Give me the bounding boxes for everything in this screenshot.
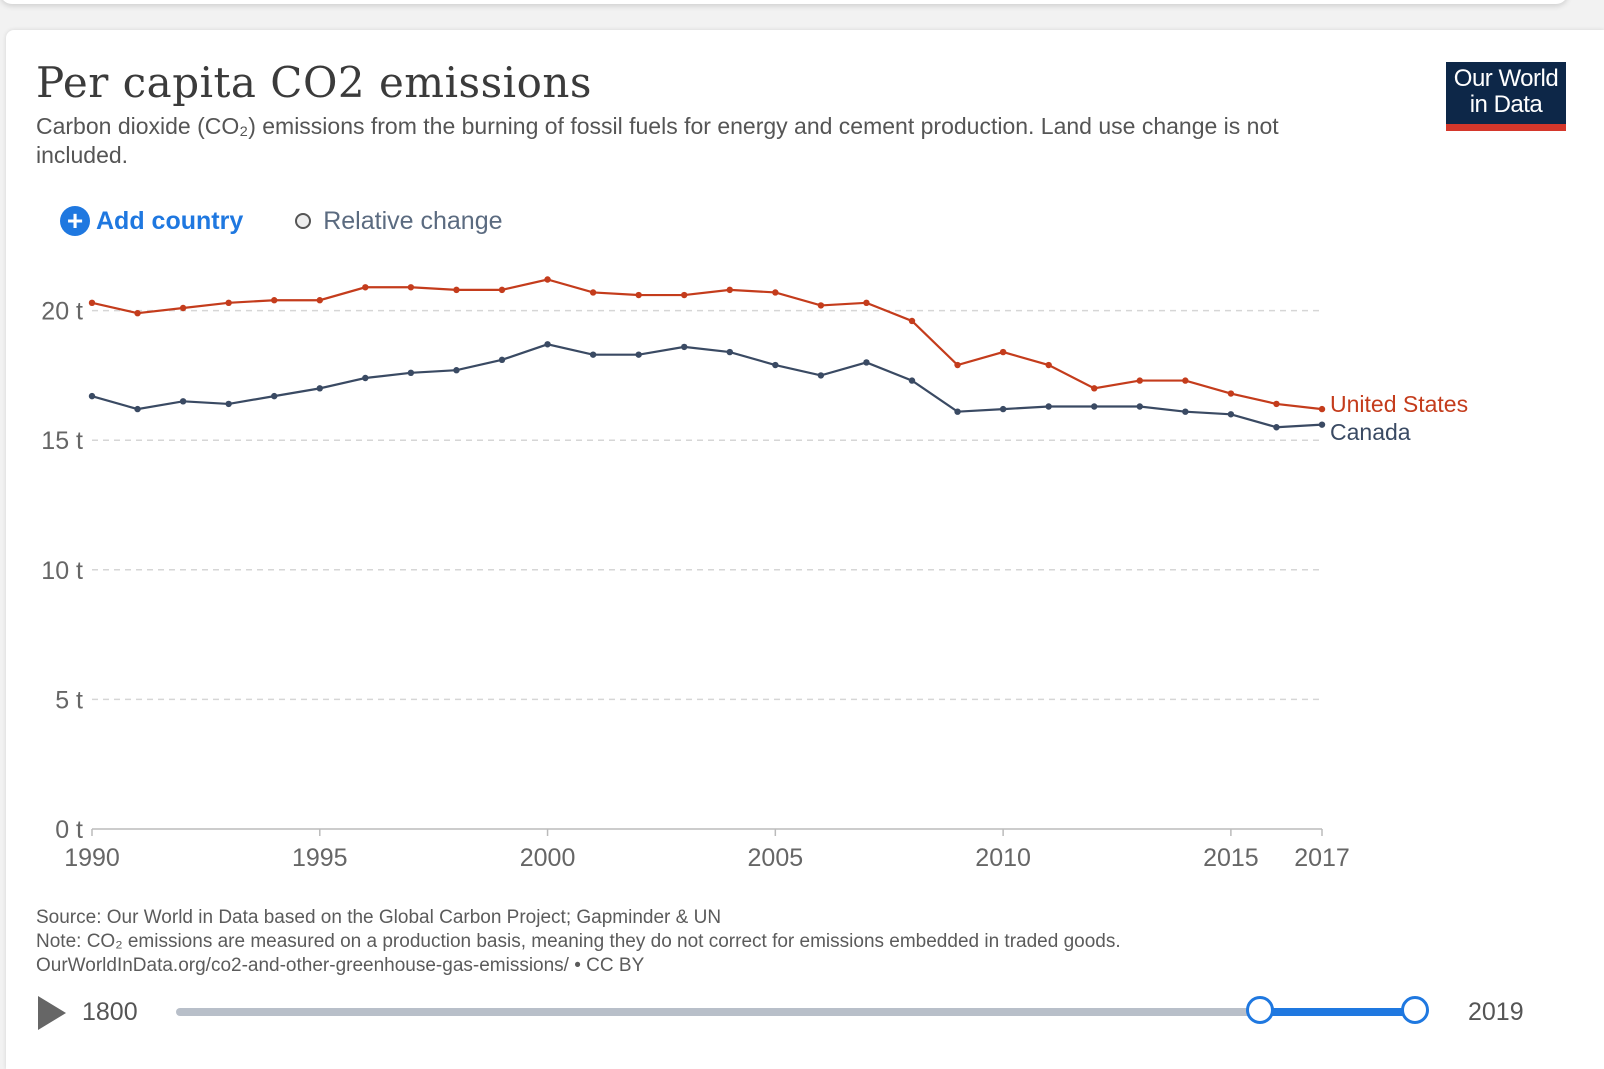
- data-point-canada: [544, 341, 551, 348]
- x-tick-label: 2015: [1203, 844, 1259, 872]
- data-point-united-states: [772, 289, 779, 296]
- x-tick-label: 1990: [64, 844, 120, 872]
- data-point-united-states: [407, 284, 415, 291]
- chart-controls: + Add country Relative change: [60, 204, 503, 238]
- data-point-united-states: [316, 297, 323, 304]
- data-point-united-states: [271, 297, 278, 304]
- data-point-canada: [908, 377, 916, 384]
- license-link[interactable]: OurWorldInData.org/co2-and-other-greenho…: [36, 955, 645, 976]
- x-tick-label: 2010: [975, 844, 1031, 872]
- source-text: Source: Our World in Data based on the G…: [36, 907, 722, 928]
- data-point-canada: [1318, 421, 1326, 428]
- chart-subtitle: Carbon dioxide (CO₂) emissions from the …: [36, 113, 1279, 168]
- timeline-end-handle[interactable]: [1400, 996, 1429, 1024]
- data-point-canada: [589, 351, 597, 358]
- data-point-united-states: [225, 299, 232, 307]
- data-point-canada: [362, 374, 369, 382]
- data-point-united-states: [635, 291, 642, 299]
- data-point-united-states: [1227, 390, 1235, 397]
- data-point-canada: [1182, 408, 1189, 415]
- data-point-united-states: [362, 284, 369, 291]
- data-point-canada: [225, 400, 232, 408]
- relative-change-toggle[interactable]: Relative change: [295, 206, 503, 236]
- data-point-canada: [635, 351, 642, 358]
- x-tick-label: 1995: [292, 844, 348, 872]
- data-point-united-states: [453, 286, 460, 294]
- data-point-canada: [863, 359, 870, 366]
- data-point-united-states: [863, 299, 870, 307]
- data-point-united-states: [681, 291, 688, 299]
- data-point-canada: [1045, 403, 1052, 410]
- chart-title: Per capita CO2 emissions: [36, 58, 592, 107]
- x-tick-label: 2000: [520, 844, 576, 872]
- data-point-canada: [271, 392, 278, 400]
- data-point-canada: [179, 398, 187, 405]
- y-tick-label: 5 t: [55, 686, 83, 714]
- data-point-canada: [999, 405, 1007, 413]
- series-line-canada: [91, 343, 1323, 429]
- timeline: 1800 2019: [0, 990, 1604, 1040]
- y-tick-label: 20 t: [41, 298, 83, 326]
- timeline-selected-range: [1260, 1008, 1415, 1016]
- data-point-canada: [498, 356, 506, 364]
- data-point-united-states: [179, 304, 187, 312]
- data-point-united-states: [1182, 377, 1189, 384]
- add-country-button[interactable]: + Add country: [60, 206, 243, 236]
- play-icon[interactable]: [38, 996, 66, 1030]
- data-point-united-states: [1318, 405, 1326, 413]
- data-point-united-states: [1136, 377, 1143, 384]
- timeline-end-label: 2019: [1468, 998, 1524, 1026]
- logo-text: Our World in Data: [1453, 65, 1559, 118]
- add-country-label: Add country: [96, 206, 244, 235]
- data-point-canada: [1091, 403, 1098, 410]
- timeline-start-label: 1800: [82, 998, 138, 1026]
- chart-card: [6, 30, 1604, 1069]
- data-point-united-states: [498, 286, 506, 294]
- data-point-canada: [88, 392, 96, 400]
- y-tick-label: 15 t: [41, 427, 83, 455]
- y-tick-label: 0 t: [55, 816, 83, 844]
- data-point-united-states: [544, 276, 551, 283]
- radio-icon: [295, 213, 312, 229]
- data-point-united-states: [134, 309, 141, 317]
- data-point-canada: [681, 343, 688, 351]
- legend-label-united-states: United States: [1330, 391, 1468, 417]
- note-text: Note: CO₂ emissions are measured on a pr…: [36, 931, 1121, 952]
- y-tick-label: 10 t: [41, 557, 83, 585]
- series-line-united-states: [91, 278, 1323, 411]
- data-point-united-states: [954, 361, 961, 369]
- timeline-track[interactable]: [176, 1008, 1426, 1016]
- data-point-canada: [1227, 411, 1235, 418]
- data-point-united-states: [1273, 400, 1280, 408]
- data-point-canada: [1273, 424, 1280, 431]
- owid-logo[interactable]: Our World in Data: [1446, 62, 1566, 130]
- data-point-canada: [726, 348, 733, 356]
- data-point-united-states: [908, 317, 916, 325]
- timeline-start-handle[interactable]: [1246, 996, 1275, 1024]
- relative-change-label: Relative change: [323, 206, 503, 235]
- data-point-canada: [134, 405, 141, 413]
- data-point-canada: [817, 372, 825, 379]
- data-point-united-states: [999, 348, 1007, 356]
- plus-icon: +: [60, 206, 90, 236]
- data-point-united-states: [1091, 385, 1098, 392]
- chart-footer: Source: Our World in Data based on the G…: [36, 906, 1121, 978]
- data-point-canada: [316, 385, 323, 392]
- logo-accent-bar: [1446, 124, 1566, 131]
- x-tick-label: 2017: [1294, 844, 1350, 872]
- data-point-united-states: [1045, 361, 1052, 369]
- legend-label-canada: Canada: [1330, 419, 1411, 445]
- data-point-canada: [1136, 403, 1143, 410]
- data-point-canada: [772, 361, 779, 369]
- data-point-united-states: [817, 302, 825, 309]
- data-point-united-states: [88, 299, 96, 307]
- data-point-canada: [453, 367, 460, 374]
- data-point-canada: [954, 408, 961, 415]
- previous-card: [0, 0, 1568, 4]
- data-point-united-states: [726, 286, 733, 294]
- x-tick-label: 2005: [748, 844, 804, 872]
- data-point-canada: [407, 369, 415, 377]
- data-point-united-states: [589, 289, 597, 296]
